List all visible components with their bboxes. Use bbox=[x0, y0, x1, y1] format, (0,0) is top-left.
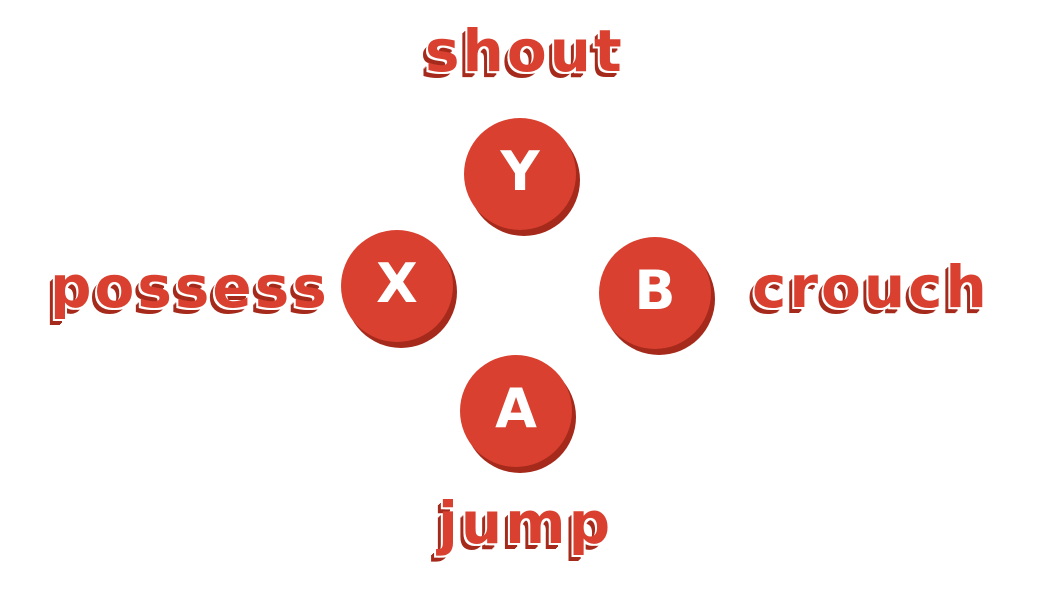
b-button[interactable]: B bbox=[599, 237, 711, 349]
action-label-crouch: crouch bbox=[751, 253, 990, 321]
action-label-jump: jump bbox=[437, 489, 614, 557]
action-label-shout: shout bbox=[424, 17, 625, 85]
b-button-glyph: B bbox=[634, 259, 676, 322]
y-button[interactable]: Y bbox=[464, 118, 576, 230]
x-button[interactable]: X bbox=[341, 230, 453, 342]
a-button[interactable]: A bbox=[460, 355, 572, 467]
x-button-glyph: X bbox=[376, 252, 418, 315]
a-button-glyph: A bbox=[495, 377, 537, 440]
action-label-possess: possess bbox=[49, 253, 330, 321]
y-button-glyph: Y bbox=[500, 140, 540, 203]
